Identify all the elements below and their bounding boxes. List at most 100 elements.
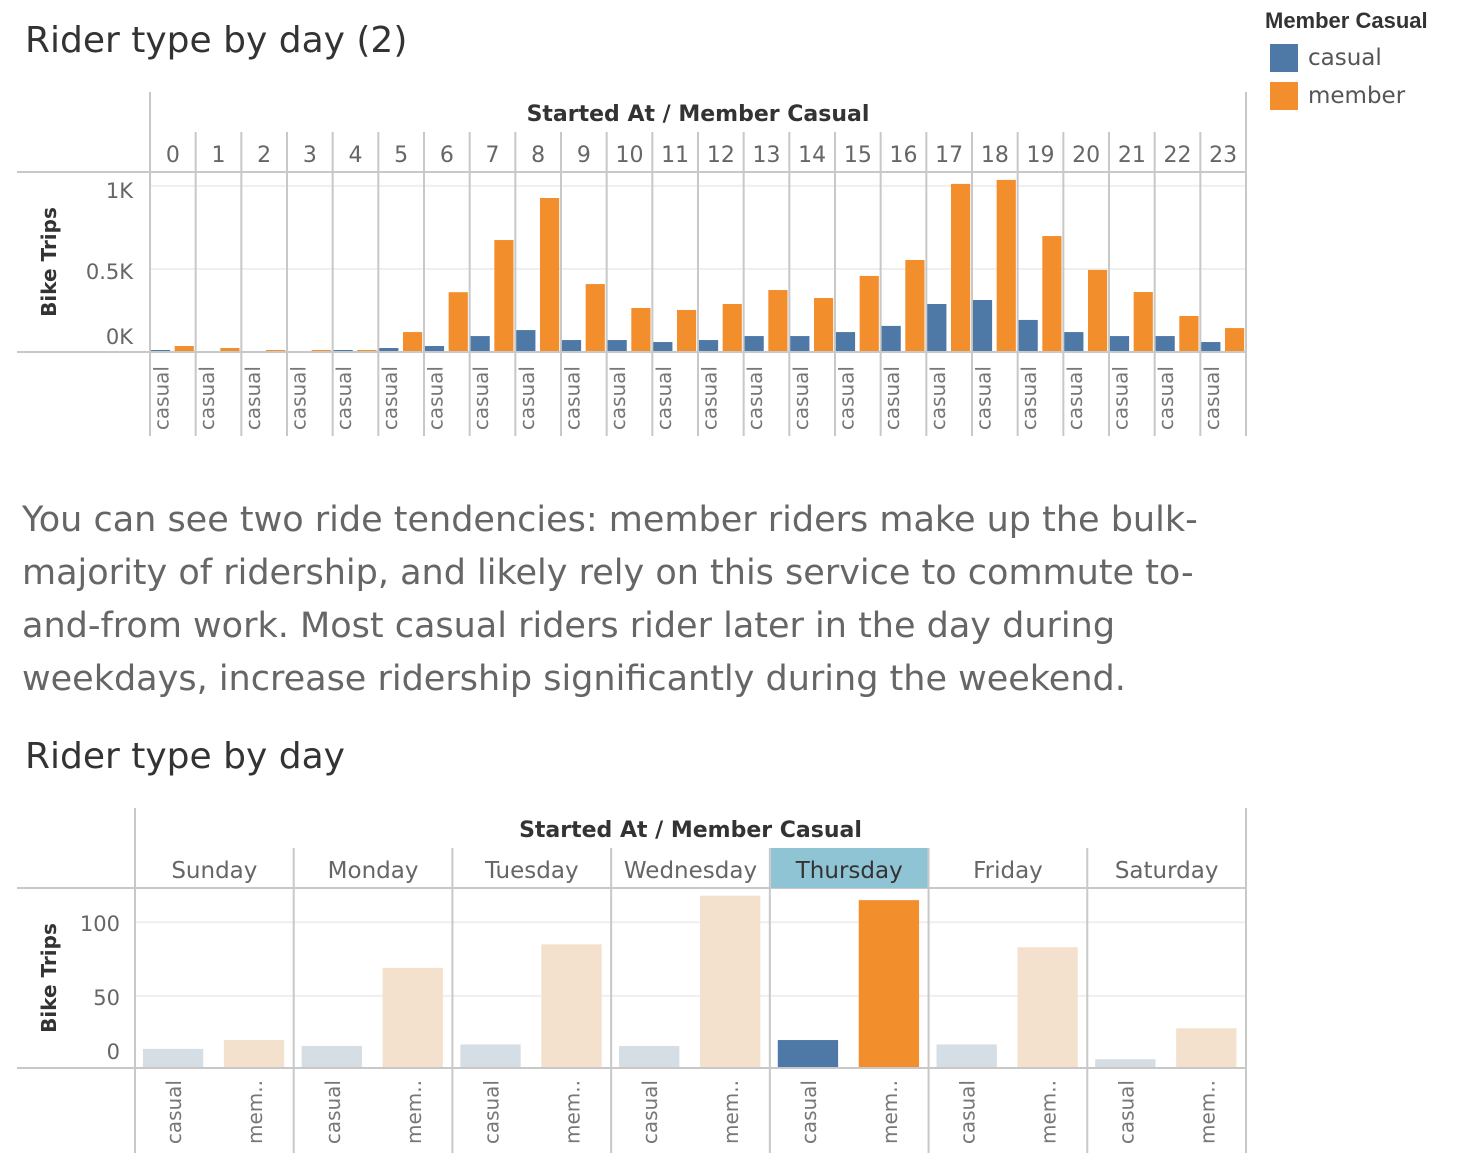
category-label-15: 15 (844, 143, 872, 168)
bar-member-Wednesday (700, 895, 761, 1067)
bar-member-13 (768, 290, 788, 351)
sub-label-member: mem.. (243, 1080, 267, 1144)
legend-title: Member Casual (1265, 8, 1428, 33)
legend-item-member[interactable]: member (1270, 82, 1428, 110)
bar-member-12 (722, 303, 742, 351)
bar-member-10 (631, 307, 651, 351)
category-label-Tuesday: Tuesday (484, 858, 579, 884)
category-label-5: 5 (394, 143, 408, 168)
sub-label-member: mem.. (560, 1080, 584, 1144)
bar-casual-Thursday (777, 1040, 839, 1067)
category-label-8: 8 (531, 143, 545, 168)
sub-label-casual: casual (926, 366, 950, 430)
y-axis-title: Bike Trips (37, 207, 61, 317)
sub-label-casual: casual (1109, 366, 1133, 430)
category-label-3: 3 (303, 143, 317, 168)
category-label-12: 12 (707, 143, 735, 168)
sub-label-member: mem.. (1037, 1080, 1061, 1144)
bar-member-21 (1133, 292, 1153, 351)
category-label-23: 23 (1209, 143, 1237, 168)
legend-item-casual[interactable]: casual (1270, 44, 1428, 72)
sub-label-casual: casual (424, 366, 448, 430)
sub-label-member: mem.. (1195, 1080, 1219, 1144)
sub-label-casual: casual (1200, 366, 1224, 430)
bar-casual-17 (927, 303, 947, 351)
sub-label-casual: casual (1063, 366, 1087, 430)
bar-casual-16 (881, 325, 901, 351)
bar-member-8 (539, 198, 560, 351)
sub-label-casual: casual (1154, 366, 1178, 430)
chart-title-hourly: Rider type by day (2) (25, 20, 408, 61)
legend-label: member (1308, 83, 1406, 109)
bar-member-Thursday (858, 900, 920, 1067)
sub-label-casual: casual (561, 366, 585, 430)
sub-label-casual: casual (1114, 1080, 1138, 1144)
y-tick-label: 0 (107, 1040, 120, 1064)
category-label-13: 13 (753, 143, 781, 168)
category-label-Sunday: Sunday (171, 858, 257, 884)
y-tick-label: 0.5K (86, 260, 134, 284)
bar-member-1 (220, 348, 240, 351)
bar-casual-7 (470, 336, 490, 351)
sub-label-casual: casual (972, 366, 996, 430)
sub-label-casual: casual (195, 366, 219, 430)
category-label-14: 14 (798, 143, 826, 168)
category-label-Wednesday: Wednesday (624, 858, 757, 884)
category-label-6: 6 (440, 143, 454, 168)
bar-casual-18 (972, 300, 993, 351)
sub-label-casual: casual (835, 366, 859, 430)
bar-member-2 (265, 350, 286, 351)
sub-label-casual: casual (880, 366, 904, 430)
legend-label: casual (1308, 45, 1382, 71)
sub-label-casual: casual (321, 1080, 345, 1144)
bar-casual-23 (1201, 342, 1221, 351)
column-header: Started At / Member Casual (519, 818, 862, 843)
bar-member-Monday (382, 967, 443, 1067)
category-label-1: 1 (212, 143, 226, 168)
category-label-16: 16 (890, 143, 918, 168)
bar-member-22 (1179, 315, 1199, 351)
sub-label-casual: casual (515, 366, 539, 430)
bar-casual-22 (1155, 336, 1175, 351)
bar-casual-12 (698, 340, 719, 351)
category-label-18: 18 (981, 143, 1009, 168)
bar-member-17 (950, 183, 971, 351)
y-tick-label: 0K (106, 325, 134, 349)
sub-label-casual: casual (789, 366, 813, 430)
legend-swatch-casual (1270, 44, 1298, 72)
category-label-Friday: Friday (973, 858, 1043, 884)
y-tick-label: 100 (80, 912, 120, 936)
bar-casual-4 (333, 350, 353, 351)
sub-label-casual: casual (638, 1080, 662, 1144)
y-tick-label: 50 (93, 986, 120, 1010)
bar-member-15 (859, 275, 879, 351)
sub-label-member: mem.. (402, 1080, 426, 1144)
bar-member-14 (813, 298, 834, 351)
sub-label-casual: casual (162, 1080, 186, 1144)
sub-label-casual: casual (480, 1080, 504, 1144)
sub-label-casual: casual (652, 366, 676, 430)
bar-member-6 (448, 292, 468, 351)
bar-casual-8 (516, 330, 536, 351)
bar-casual-13 (744, 336, 764, 351)
category-label-4: 4 (349, 143, 363, 168)
sub-label-member: mem.. (878, 1080, 902, 1144)
bar-casual-Friday (936, 1044, 997, 1067)
category-label-10: 10 (616, 143, 644, 168)
sub-label-casual: casual (469, 366, 493, 430)
bar-casual-0 (150, 350, 171, 351)
sub-label-casual: casual (956, 1080, 980, 1144)
sub-label-casual: casual (241, 366, 265, 430)
bar-casual-10 (607, 340, 627, 351)
category-label-21: 21 (1118, 143, 1146, 168)
bar-casual-Monday (301, 1045, 362, 1067)
category-label-Saturday: Saturday (1115, 858, 1219, 884)
category-label-9: 9 (577, 143, 591, 168)
bar-casual-Tuesday (460, 1044, 521, 1067)
category-label-20: 20 (1072, 143, 1100, 168)
bar-casual-6 (424, 346, 445, 351)
bar-member-18 (996, 179, 1016, 351)
sub-label-casual: casual (698, 366, 722, 430)
category-label-Monday: Monday (328, 858, 419, 884)
